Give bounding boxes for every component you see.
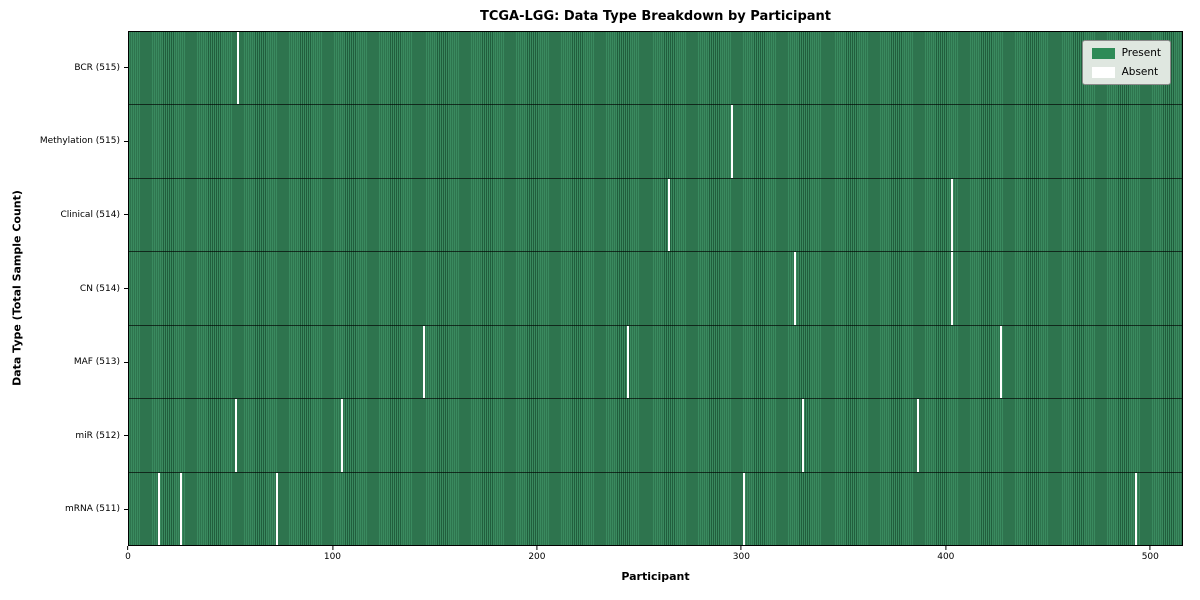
x-tick-400: 400 (937, 546, 954, 562)
absent-swatch-icon (1091, 66, 1115, 78)
y-tick-maf: MAF (513) (74, 357, 128, 367)
x-tick-mark (331, 546, 333, 550)
absent-marker (341, 399, 344, 472)
plot-area: Present Absent (128, 31, 1183, 546)
legend-label-present: Present (1121, 47, 1161, 59)
y-tick-bcr: BCR (515) (74, 63, 128, 73)
absent-marker (237, 32, 240, 105)
heatmap-row-mir (129, 399, 1182, 473)
y-tick-mark (124, 435, 128, 437)
absent-marker (667, 178, 670, 252)
x-tick-mark (536, 546, 538, 550)
heatmap-row-cn (129, 252, 1182, 326)
x-tick-100: 100 (324, 546, 341, 562)
x-tick-label: 200 (528, 552, 546, 562)
absent-marker (794, 252, 797, 325)
absent-marker (743, 472, 746, 545)
x-tick-mark (945, 546, 947, 550)
absent-marker (626, 325, 629, 399)
y-tick-label: MAF (513) (73, 357, 120, 368)
y-tick-mark (124, 67, 128, 69)
y-tick-label: mRNA (511) (65, 504, 120, 515)
y-tick-cn: CN (514) (80, 284, 128, 294)
legend-entry-absent: Absent (1091, 66, 1161, 78)
absent-marker (275, 472, 278, 545)
absent-marker (157, 472, 160, 545)
y-tick-methylation: Methylation (515) (40, 136, 128, 146)
heatmap-row-methylation (129, 105, 1182, 179)
legend-entry-present: Present (1091, 47, 1161, 59)
x-tick-label: 500 (1141, 552, 1159, 562)
x-tick-200: 200 (528, 546, 546, 562)
absent-marker (802, 399, 805, 472)
y-tick-label: BCR (515) (74, 62, 120, 73)
x-axis-ticks: 0 100 200 300 400 500 (125, 546, 1183, 570)
y-tick-mark (124, 140, 128, 142)
legend: Present Absent (1081, 40, 1171, 85)
y-tick-mrna: mRNA (511) (65, 504, 128, 514)
y-tick-mark (124, 288, 128, 289)
y-tick-mark (124, 214, 128, 216)
absent-marker (951, 252, 954, 325)
x-tick-label: 400 (937, 552, 955, 562)
x-axis-title: Participant (621, 570, 690, 583)
x-tick-label: 100 (323, 552, 342, 562)
absent-marker (422, 325, 425, 399)
y-tick-label: Clinical (514) (60, 209, 120, 220)
x-tick-mark (740, 546, 742, 550)
heatmap-row-clinical (129, 178, 1182, 253)
x-tick-label: 0 (125, 552, 131, 562)
absent-marker (235, 399, 238, 472)
x-tick-300: 300 (733, 546, 750, 562)
x-tick-500: 500 (1142, 546, 1159, 562)
x-tick-label: 300 (732, 552, 750, 562)
absent-marker (916, 399, 919, 472)
absent-marker (180, 472, 183, 545)
x-tick-0: 0 (125, 546, 131, 562)
absent-marker (1000, 325, 1003, 399)
y-tick-mark (124, 508, 128, 510)
y-tick-label: Methylation (515) (39, 136, 120, 147)
heatmap-row-mrna (129, 472, 1182, 545)
chart-title: TCGA-LGG: Data Type Breakdown by Partici… (479, 9, 832, 24)
x-tick-mark (1149, 546, 1151, 550)
absent-marker (1135, 472, 1138, 545)
absent-marker (951, 178, 954, 252)
y-tick-clinical: Clinical (514) (60, 210, 128, 220)
y-tick-label: CN (514) (79, 283, 120, 294)
absent-marker (731, 105, 734, 178)
y-axis-ticks: BCR (515) Methylation (515) Clinical (514)… (0, 31, 128, 546)
x-tick-mark (127, 546, 129, 550)
y-tick-label: miR (512) (75, 430, 120, 441)
present-swatch-icon (1091, 47, 1115, 59)
heatmap-row-maf (129, 325, 1182, 400)
heatmap-row-bcr (129, 32, 1182, 106)
legend-label-absent: Absent (1121, 66, 1159, 78)
y-tick-mir: miR (512) (75, 431, 128, 441)
y-tick-mark (124, 361, 128, 363)
